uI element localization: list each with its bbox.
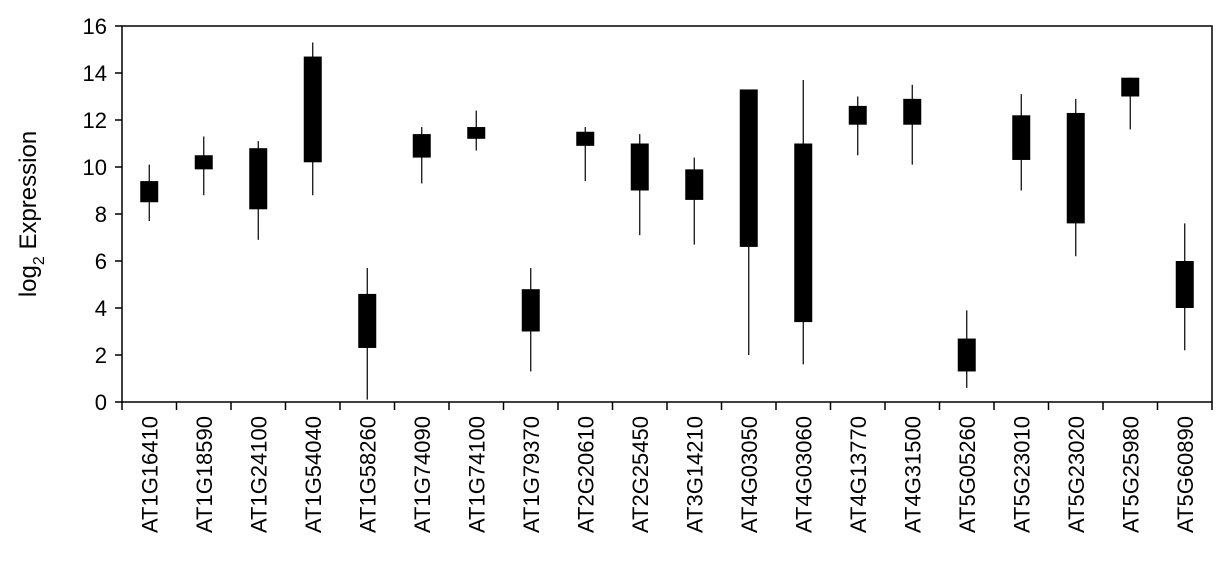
x-tick-label: AT5G60890 (1173, 416, 1198, 533)
x-tick-label: AT5G23020 (1064, 416, 1089, 533)
y-tick-label: 8 (95, 202, 107, 227)
box-at5g25980 (1121, 77, 1140, 97)
y-tick-label: 6 (95, 249, 107, 274)
box-at1g16410 (140, 181, 159, 203)
x-tick-label: AT5G23010 (1009, 416, 1034, 533)
x-axis-ticks: AT1G16410 AT1G18590 AT1G24100 AT1G54040 AT1G… (121, 402, 1213, 533)
box-at5g23010 (1012, 115, 1031, 160)
box-at4g31500 (903, 98, 922, 125)
x-tick-label: AT1G18590 (192, 416, 217, 533)
box-at3g14210 (685, 169, 704, 200)
box-at2g25450 (630, 143, 649, 191)
y-axis-ticks: 0 2 4 6 8 10 12 14 16 (83, 14, 122, 415)
x-tick-label: AT1G54040 (301, 416, 326, 533)
box-at1g58260 (358, 293, 377, 348)
y-tick-label: 16 (83, 14, 107, 39)
plot-border (121, 25, 1213, 403)
y-tick-label: 12 (83, 108, 107, 133)
box-at1g24100 (249, 148, 268, 210)
x-tick-label: AT4G03060 (791, 416, 816, 533)
x-tick-label: AT4G13770 (846, 416, 871, 533)
box-at1g74100 (467, 127, 486, 139)
plot-frame (121, 25, 1213, 403)
x-tick-label: AT3G14210 (682, 416, 707, 533)
x-tick-label: AT5G25980 (1118, 416, 1143, 533)
box-at1g18590 (194, 155, 213, 170)
box-at1g79370 (521, 289, 540, 332)
y-tick-label: 4 (95, 296, 107, 321)
x-tick-label: AT1G58260 (355, 416, 380, 533)
x-tick-label: AT4G31500 (900, 416, 925, 533)
y-tick-label: 0 (95, 390, 107, 415)
y-tick-label: 2 (95, 343, 107, 368)
x-tick-label: AT2G20610 (573, 416, 598, 533)
y-axis-title: log2 Expression (15, 131, 48, 297)
x-tick-label: AT1G24100 (246, 416, 271, 533)
box-at4g03050 (739, 89, 758, 247)
chart-marks (140, 42, 1194, 400)
x-tick-label: AT1G74090 (410, 416, 435, 533)
box-at1g54040 (303, 56, 322, 163)
x-tick-label: AT2G25450 (628, 416, 653, 533)
box-at5g23020 (1066, 112, 1085, 224)
x-tick-label: AT1G74100 (464, 416, 489, 533)
box-at4g03060 (794, 143, 813, 323)
y-tick-label: 14 (83, 61, 107, 86)
x-tick-label: AT1G79370 (519, 416, 544, 533)
x-tick-label: AT5G05260 (955, 416, 980, 533)
y-tick-label: 10 (83, 155, 107, 180)
box-at5g60890 (1175, 261, 1194, 308)
box-at1g74090 (412, 134, 431, 158)
box-at2g20610 (576, 131, 595, 146)
box-at4g13770 (848, 105, 867, 125)
x-tick-label: AT4G03050 (737, 416, 762, 533)
x-tick-label: AT1G16410 (137, 416, 162, 533)
box-at5g05260 (957, 338, 976, 372)
